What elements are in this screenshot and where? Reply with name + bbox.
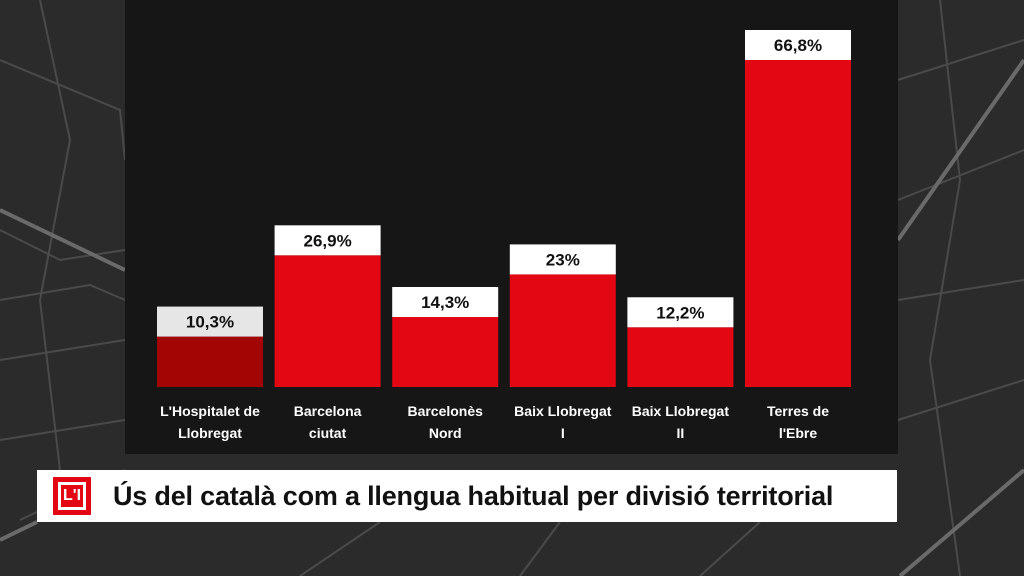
category-label-5-line-0: Terres de (767, 403, 829, 419)
value-label-box-4 (627, 297, 734, 328)
value-label-4: 12,2% (656, 303, 704, 322)
value-label-box-1 (274, 225, 381, 256)
L1-logo: L'I (53, 477, 91, 515)
bar-0 (157, 336, 263, 387)
category-label-2-line-0: Barcelonès (407, 403, 483, 419)
value-label-2: 14,3% (421, 293, 469, 312)
value-label-0: 10,3% (186, 313, 234, 332)
category-label-3-line-1: I (561, 425, 565, 441)
category-label-0-line-1: Llobregat (178, 425, 242, 441)
value-label-box-2 (392, 286, 499, 317)
bar-chart: 10,3% L'Hospitalet de Llobregat 26,9% Barcel… (157, 30, 851, 441)
value-label-box-5 (745, 30, 851, 60)
category-label-5-line-1: l'Ebre (779, 425, 818, 441)
category-label-1-line-1: ciutat (309, 425, 347, 441)
value-label-1: 26,9% (303, 231, 351, 250)
title-bar: L'I Ús del català com a llengua habitual… (37, 470, 897, 522)
value-label-3: 23% (546, 250, 580, 269)
bar-5 (745, 60, 851, 387)
bar-3 (509, 274, 616, 387)
category-label-0-line-0: L'Hospitalet de (160, 403, 260, 419)
value-label-5: 66,8% (774, 36, 822, 55)
category-label-4-line-0: Baix Llobregat (632, 403, 730, 419)
bar-1 (274, 255, 381, 387)
chart-title: Ús del català com a llengua habitual per… (113, 480, 834, 511)
category-label-2-line-1: Nord (429, 425, 462, 441)
category-label-3-line-0: Baix Llobregat (514, 403, 612, 419)
bar-4 (627, 327, 734, 387)
value-label-box-0 (157, 306, 263, 337)
category-label-4-line-1: II (677, 425, 685, 441)
bar-2 (392, 316, 499, 387)
category-label-1-line-0: Barcelona (294, 403, 362, 419)
value-label-box-3 (509, 244, 616, 275)
